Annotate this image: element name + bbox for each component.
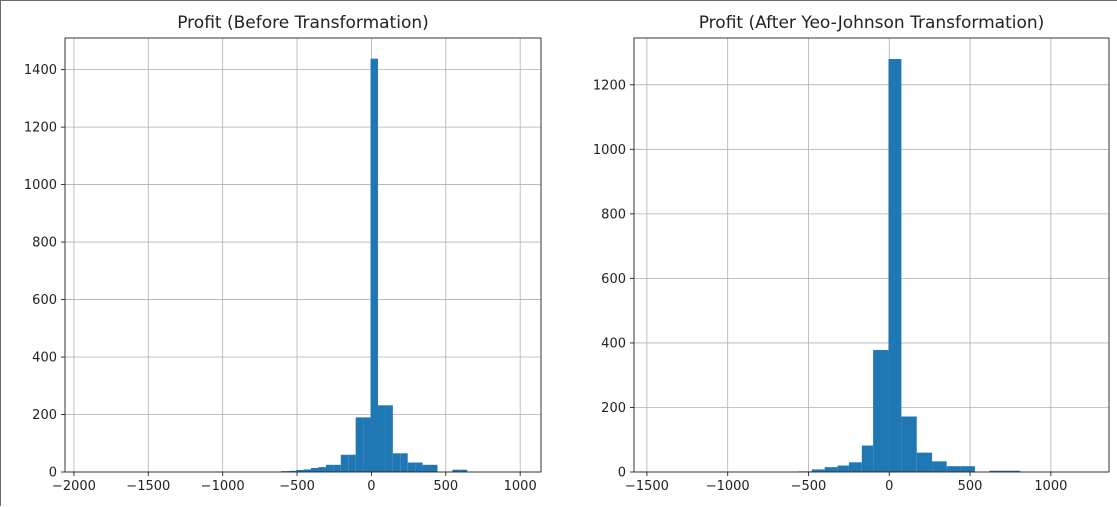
histogram-bar bbox=[901, 416, 917, 472]
y-tick-label: 400 bbox=[32, 351, 57, 366]
x-tick-label: 1000 bbox=[1034, 479, 1067, 494]
histogram-bar bbox=[873, 350, 889, 472]
histogram-bar bbox=[811, 469, 825, 472]
histogram-bar bbox=[325, 464, 334, 472]
histogram-bar bbox=[888, 58, 902, 473]
histogram-bar bbox=[989, 470, 1006, 472]
x-tick-label: −500 bbox=[279, 479, 315, 494]
y-tick-label: 800 bbox=[32, 236, 57, 251]
histogram-bar bbox=[452, 469, 460, 472]
y-tick-label: 1200 bbox=[593, 78, 626, 93]
histogram-bar bbox=[296, 469, 304, 472]
histogram-bar bbox=[348, 454, 356, 472]
histogram-bar bbox=[415, 462, 423, 472]
histogram-bar bbox=[311, 467, 319, 472]
histogram-bar bbox=[370, 58, 378, 473]
y-tick-label: 600 bbox=[601, 272, 626, 287]
y-tick-label: 600 bbox=[32, 293, 57, 308]
y-tick-label: 400 bbox=[601, 336, 626, 351]
x-tick-label: −1000 bbox=[201, 479, 245, 494]
histogram-bar bbox=[385, 405, 393, 472]
left-chart-title: Profit (Before Transformation) bbox=[177, 13, 429, 33]
histogram-bar bbox=[837, 465, 849, 472]
histogram-bar bbox=[960, 466, 975, 472]
y-tick-label: 1000 bbox=[24, 178, 57, 193]
histogram-bar bbox=[1005, 470, 1021, 472]
histogram-bar bbox=[340, 454, 349, 472]
x-tick-label: 0 bbox=[885, 479, 893, 494]
x-tick-label: −1500 bbox=[126, 479, 170, 494]
right-histogram-panel: −1500 −1000 −500 0 500 1000 0 200 400 600 800 1000 1… bbox=[593, 13, 1110, 494]
y-tick-label: 1200 bbox=[24, 121, 57, 136]
histogram-bar bbox=[303, 469, 312, 472]
histogram-bar bbox=[333, 464, 341, 472]
histogram-bar bbox=[288, 470, 297, 472]
right-chart-title: Profit (After Yeo-Johnson Transformation… bbox=[699, 13, 1045, 33]
histogram-bar bbox=[824, 467, 838, 472]
histogram-bar bbox=[318, 467, 326, 472]
x-tick-label: 500 bbox=[958, 479, 983, 494]
histogram-bar bbox=[392, 453, 401, 472]
x-tick-label: −1500 bbox=[625, 479, 669, 494]
x-tick-label: −2000 bbox=[52, 479, 96, 494]
histogram-bar bbox=[377, 405, 386, 472]
histogram-bar bbox=[430, 464, 438, 472]
histogram-bar bbox=[363, 417, 371, 472]
x-tick-label: −1000 bbox=[706, 479, 750, 494]
histogram-bar bbox=[355, 417, 364, 472]
histogram-bar bbox=[916, 452, 933, 472]
y-tick-label: 200 bbox=[601, 401, 626, 416]
histogram-bar bbox=[848, 462, 862, 472]
x-tick-label: 1000 bbox=[504, 479, 537, 494]
y-tick-label: 800 bbox=[601, 207, 626, 222]
y-tick-label: 1400 bbox=[24, 63, 57, 78]
left-histogram-panel: −2000 −1500 −1000 −500 0 500 1000 0 200 400 600 800… bbox=[24, 13, 542, 494]
x-tick-label: 500 bbox=[433, 479, 458, 494]
x-tick-label: 0 bbox=[367, 479, 375, 494]
histogram-bar bbox=[422, 464, 431, 472]
histogram-bar bbox=[407, 462, 416, 472]
histogram-bar bbox=[400, 453, 408, 472]
histogram-bar bbox=[861, 445, 874, 472]
y-tick-label: 1000 bbox=[593, 143, 626, 158]
axes-frame bbox=[633, 37, 1110, 473]
y-tick-label: 200 bbox=[32, 408, 57, 423]
x-tick-label: −500 bbox=[791, 479, 827, 494]
y-tick-label: 0 bbox=[618, 466, 626, 481]
histogram-bar bbox=[459, 469, 468, 472]
axes-frame bbox=[64, 37, 542, 473]
y-tick-label: 0 bbox=[49, 466, 57, 481]
histogram-bar bbox=[946, 466, 961, 472]
histogram-bar bbox=[932, 461, 947, 472]
